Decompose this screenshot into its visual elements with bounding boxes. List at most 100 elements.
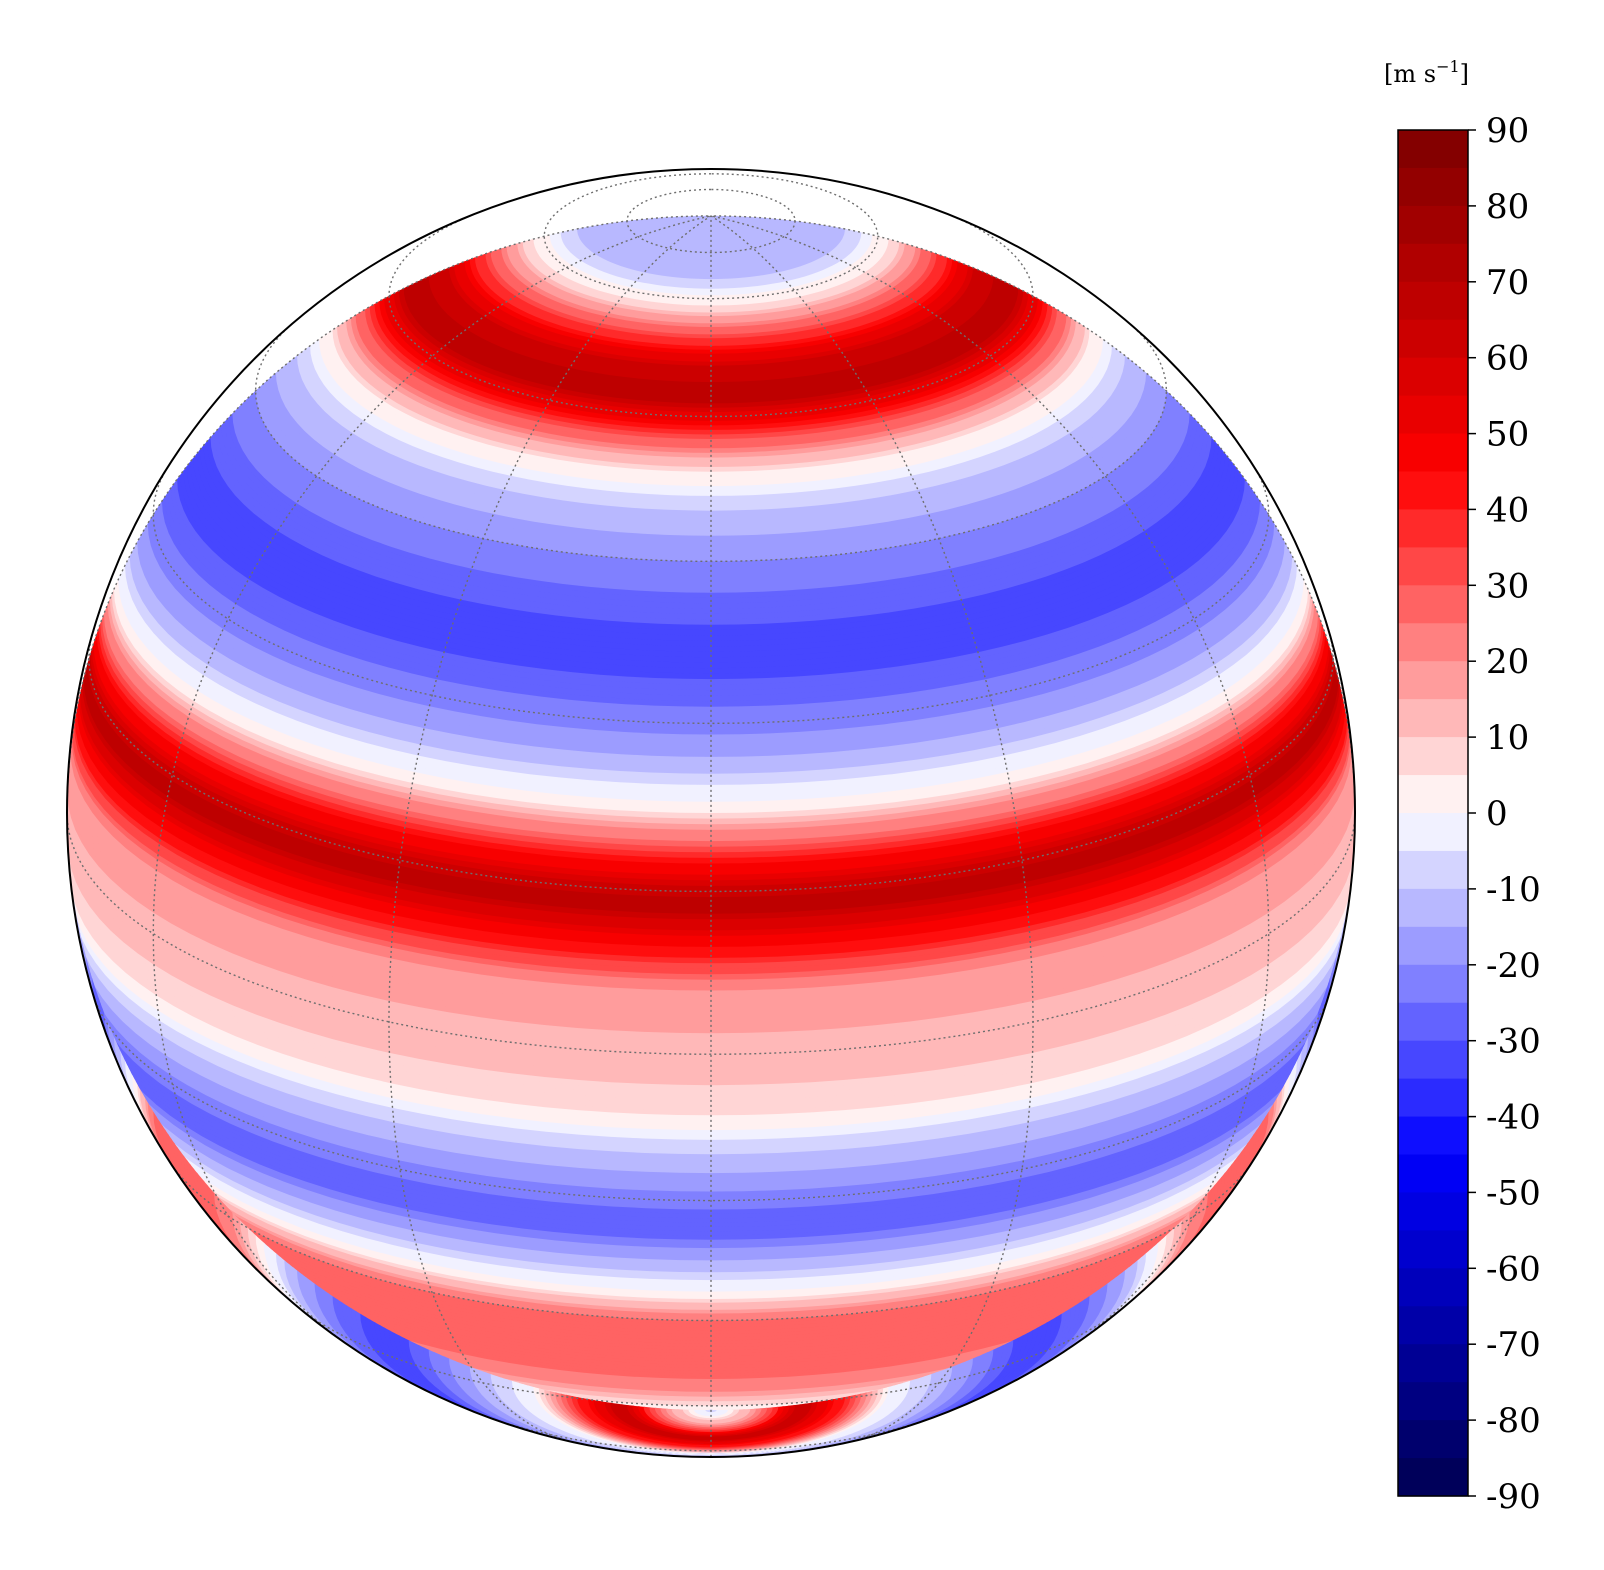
parallel-15 [88,633,1334,893]
colorbar-tick-label: -30 [1486,1022,1541,1062]
wind-band-11 [642,218,780,246]
colorbar-tick-label: 50 [1486,415,1529,455]
wind-band-355 [682,1409,740,1421]
parallel-82.5 [626,188,796,254]
colorbar-level-19 [1398,850,1468,890]
colorbar-level-13 [1398,623,1468,662]
colorbar-level-0 [1398,130,1468,169]
wind-band-356 [688,1409,734,1419]
colorbar-unit-label: [m s−1] [1384,57,1469,88]
meridian--30 [388,215,712,1442]
parallel--15 [92,995,1330,1202]
colorbar-level-29 [1398,1230,1468,1269]
wind-band-353 [671,1409,751,1424]
colorbar-tick-label: 80 [1486,187,1529,227]
colorbar-level-17 [1398,775,1468,814]
wind-band-8 [658,217,764,238]
colorbar-tick-label: 60 [1486,339,1529,379]
wind-band-7 [664,217,758,235]
colorbar-tick-label: -10 [1486,870,1541,910]
unit-main: [m s [1384,60,1436,88]
colorbar-level-30 [1398,1268,1468,1307]
meridian-30 [710,215,1034,1442]
wind-band-357 [694,1409,728,1417]
colorbar-level-1 [1398,167,1468,207]
wind-band-14 [625,220,797,254]
colorbar-level-5 [1398,319,1468,359]
colorbar-tick-label: 0 [1486,794,1508,834]
wind-band-4 [681,216,741,228]
colorbar-level-12 [1398,585,1468,624]
colorbar-tick-label: 90 [1486,111,1529,151]
colorbar-level-20 [1398,888,1468,928]
wind-band-12 [636,219,786,248]
colorbar-levels [1398,130,1468,1497]
colorbar-level-4 [1398,281,1468,321]
colorbar-tick-label: -60 [1486,1249,1541,1289]
parallel-0 [67,812,1355,1055]
colorbar-level-31 [1398,1306,1468,1345]
colorbar-level-15 [1398,699,1468,738]
colorbar-level-22 [1398,964,1468,1004]
parallel--30 [169,1161,1253,1322]
colorbar-level-16 [1398,737,1468,776]
zonal-wind-bands [67,215,1355,1457]
colorbar-level-32 [1398,1344,1468,1383]
colorbar-level-35 [1398,1458,1468,1497]
globe [66,168,1356,1458]
wind-band-352 [666,1408,756,1426]
colorbar-level-26 [1398,1116,1468,1156]
colorbar-level-6 [1398,357,1468,397]
colorbar-level-27 [1398,1154,1468,1194]
globe-outline [66,168,1356,1458]
colorbar-level-2 [1398,205,1468,245]
colorbar: 90 80 70 60 50 40 30 20 10 0 -10 -20 -30 -40 -50 -60 -70… [1384,57,1541,1517]
parallel--45 [294,1304,1128,1407]
colorbar-level-33 [1398,1382,1468,1421]
colorbar-level-11 [1398,547,1468,586]
graticule [67,173,1355,1457]
colorbar-tick-label: 10 [1486,718,1529,758]
meridian--90 [67,215,712,814]
colorbar-tick-label: 40 [1486,490,1529,530]
colorbar-tick-label: 20 [1486,642,1529,682]
colorbar-tick-label: -80 [1486,1401,1541,1441]
wind-band-3 [686,216,736,226]
colorbar-tick-label: -70 [1486,1325,1541,1365]
parallel--60 [483,1414,939,1452]
colorbar-tick-label: -40 [1486,1098,1541,1138]
colorbar-level-34 [1398,1420,1468,1459]
colorbar-level-9 [1398,471,1468,511]
wind-band-6 [670,216,752,233]
parallel-45 [254,323,1168,563]
colorbar-level-3 [1398,243,1468,283]
colorbar-level-25 [1398,1078,1468,1118]
colorbar-level-8 [1398,433,1468,473]
meridian--60 [152,215,712,1354]
colorbar-level-7 [1398,395,1468,435]
colorbar-level-10 [1398,509,1468,548]
colorbar-tick-label: -20 [1486,946,1541,986]
wind-band-5 [675,216,747,231]
colorbar-level-23 [1398,1002,1468,1042]
colorbar-level-24 [1398,1040,1468,1080]
colorbar-level-14 [1398,661,1468,700]
colorbar-tick-label: -50 [1486,1173,1541,1213]
colorbar-tick-label: 30 [1486,566,1529,606]
meridian-60 [710,215,1270,1354]
unit-close: ] [1460,60,1469,88]
unit-superscript: −1 [1436,57,1460,76]
wind-band-9 [653,217,769,240]
colorbar-tick-label: -90 [1486,1477,1541,1517]
meridian-90 [710,215,1355,814]
wind-band-10 [647,218,775,243]
colorbar-tick-label: 70 [1486,263,1529,303]
colorbar-ticks: 90 80 70 60 50 40 30 20 10 0 -10 -20 -30 -40 -50 -60 -70… [1468,111,1541,1517]
colorbar-level-28 [1398,1192,1468,1231]
parallel-60 [388,211,1034,418]
colorbar-level-18 [1398,813,1468,852]
wind-band-354 [677,1409,745,1422]
colorbar-level-21 [1398,926,1468,966]
wind-band-13 [630,219,792,251]
